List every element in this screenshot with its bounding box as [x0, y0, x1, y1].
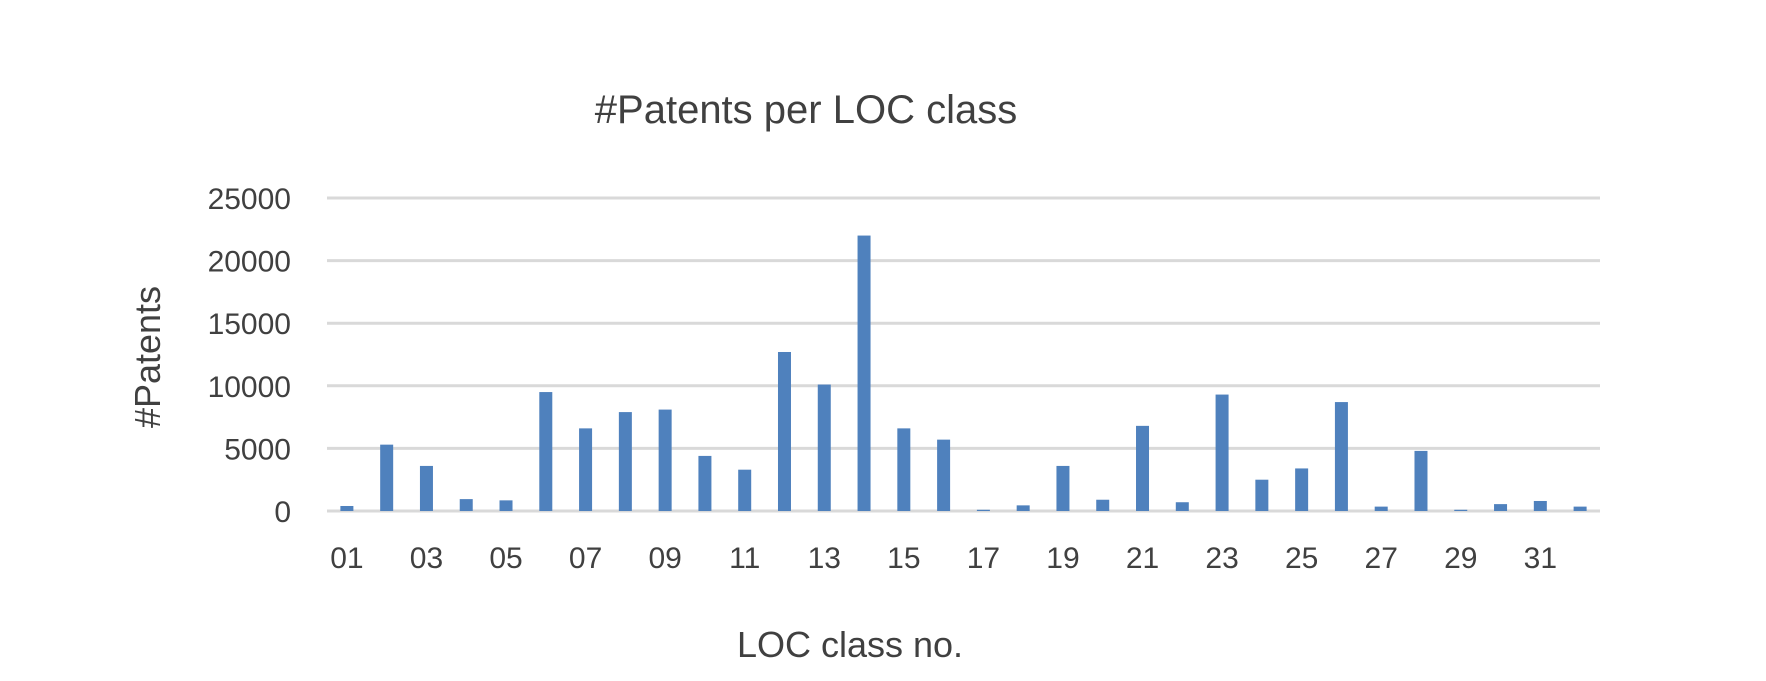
bar-07: [579, 428, 593, 511]
y-tick-label: 20000: [208, 246, 291, 279]
bar-05: [499, 500, 513, 511]
x-axis-label: LOC class no.: [737, 624, 963, 665]
bar-06: [539, 392, 553, 511]
x-tick-label: 11: [729, 542, 760, 575]
y-tick-label: 5000: [224, 433, 291, 466]
bar-21: [1136, 425, 1150, 511]
bar-26: [1334, 402, 1348, 511]
x-tick-label: 13: [808, 542, 841, 575]
x-tick-label: 15: [887, 542, 920, 575]
x-tick-label: 03: [410, 542, 443, 575]
chart-title: #Patents per LOC class: [595, 88, 1017, 132]
x-tick-label: 19: [1046, 542, 1079, 575]
bar-23: [1215, 394, 1229, 511]
bar-15: [897, 428, 911, 511]
bar-01: [340, 505, 354, 511]
bar-16: [937, 439, 951, 511]
x-tick-label: 05: [489, 542, 522, 575]
bar-12: [777, 351, 791, 511]
bars: [340, 235, 1587, 511]
bar-24: [1255, 479, 1269, 511]
x-tick-label: 27: [1365, 542, 1398, 575]
bar-25: [1295, 468, 1309, 511]
bar-08: [618, 412, 632, 511]
bar-32: [1573, 506, 1587, 511]
bar-20: [1096, 499, 1110, 511]
bar-28: [1414, 450, 1428, 511]
x-tick-label: 29: [1444, 542, 1477, 575]
bar-27: [1374, 506, 1388, 511]
bar-31: [1533, 500, 1547, 511]
bar-09: [658, 409, 672, 511]
y-axis-ticks: 0 5000 10000 15000 20000 25000: [208, 183, 291, 529]
x-tick-label: 25: [1285, 542, 1318, 575]
bar-04: [459, 499, 473, 511]
y-tick-label: 25000: [208, 183, 291, 216]
x-tick-label: 17: [967, 542, 1000, 575]
bar-30: [1494, 504, 1508, 511]
bar-14: [857, 235, 871, 511]
x-tick-label: 01: [330, 542, 363, 575]
y-tick-label: 15000: [208, 308, 291, 341]
bar-11: [738, 469, 752, 511]
bar-13: [817, 384, 831, 511]
bar-10: [698, 455, 712, 511]
bar-03: [419, 465, 433, 511]
bar-17: [976, 509, 990, 511]
bar-22: [1175, 502, 1189, 511]
x-tick-label: 09: [648, 542, 681, 575]
y-axis-label: #Patents: [127, 286, 168, 428]
bar-19: [1056, 465, 1070, 511]
x-axis-ticks: 01 03 05 07 09 11 13 15 17 19 21 23 25 27 29 31: [330, 542, 1557, 575]
y-tick-label: 0: [274, 496, 291, 529]
bar-02: [380, 444, 394, 511]
x-tick-label: 07: [569, 542, 602, 575]
bar-18: [1016, 505, 1030, 511]
y-tick-label: 10000: [208, 371, 291, 404]
gridlines: [327, 196, 1600, 513]
x-tick-label: 23: [1205, 542, 1238, 575]
x-tick-label: 31: [1524, 542, 1557, 575]
bar-29: [1454, 509, 1468, 511]
x-tick-label: 21: [1126, 542, 1159, 575]
